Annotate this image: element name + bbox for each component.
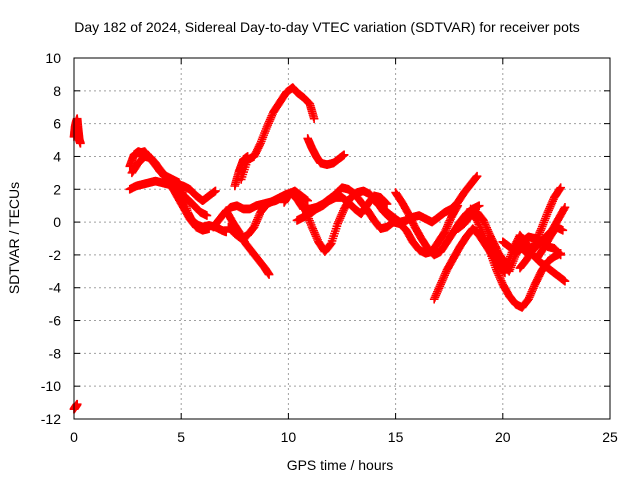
x-tick-label: 25 bbox=[602, 429, 618, 445]
y-tick-label: 0 bbox=[53, 214, 61, 230]
x-tick-label: 10 bbox=[281, 429, 297, 445]
plot-frame bbox=[73, 57, 611, 420]
y-axis-title: SDTVAR / TECUs bbox=[6, 182, 22, 294]
tick-layer: 0 5 10 15 20 25 -12 -10 -8 -6 -4 -2 0 2 4 6 8 10 bbox=[41, 50, 618, 445]
series-arc-11 bbox=[303, 134, 349, 169]
data-point-interpolated bbox=[471, 172, 481, 182]
data-point bbox=[76, 139, 85, 148]
x-tick-label: 15 bbox=[388, 429, 404, 445]
y-tick-label: 10 bbox=[45, 50, 61, 66]
data-point bbox=[560, 203, 570, 212]
data-point bbox=[202, 211, 212, 220]
data-point-interpolated bbox=[381, 198, 391, 208]
data-point bbox=[303, 196, 312, 206]
data-layer bbox=[69, 83, 570, 414]
series-arc-10 bbox=[230, 152, 252, 191]
data-point bbox=[558, 225, 568, 235]
data-point-interpolated bbox=[559, 204, 569, 214]
x-tick-label: 0 bbox=[70, 429, 78, 445]
y-tick-label: 6 bbox=[53, 116, 61, 132]
chart-title: Day 182 of 2024, Sidereal Day-to-day VTE… bbox=[74, 19, 580, 35]
data-point-interpolated bbox=[555, 184, 565, 194]
series-arc-2 bbox=[69, 399, 82, 414]
series-arc-9 bbox=[236, 83, 319, 184]
y-tick-label: 2 bbox=[53, 181, 61, 197]
data-point bbox=[339, 150, 349, 160]
y-tick-label: -12 bbox=[41, 411, 61, 427]
data-point bbox=[556, 248, 565, 258]
series-arc-1 bbox=[69, 114, 85, 148]
data-point bbox=[472, 171, 482, 181]
data-point bbox=[382, 199, 392, 209]
y-tick-label: -2 bbox=[49, 247, 62, 263]
y-tick-label: -8 bbox=[49, 345, 62, 361]
series-arc-6 bbox=[134, 147, 220, 206]
data-point bbox=[243, 152, 252, 161]
y-tick-label: -4 bbox=[49, 280, 62, 296]
y-tick-label: 4 bbox=[53, 148, 61, 164]
x-axis-title: GPS time / hours bbox=[287, 457, 394, 473]
x-tick-label: 20 bbox=[495, 429, 511, 445]
series-arc-19 bbox=[466, 204, 565, 312]
data-point bbox=[264, 270, 274, 279]
grid-layer bbox=[74, 58, 610, 419]
data-point bbox=[211, 186, 220, 196]
data-point bbox=[309, 114, 319, 124]
y-tick-label: -10 bbox=[41, 378, 61, 394]
y-tick-label: 8 bbox=[53, 83, 61, 99]
data-point bbox=[474, 201, 484, 210]
y-tick-label: -6 bbox=[49, 313, 62, 329]
series-arc-23 bbox=[532, 222, 568, 263]
x-tick-label: 5 bbox=[177, 429, 185, 445]
data-point bbox=[72, 399, 82, 409]
series-arc-16 bbox=[391, 188, 484, 260]
data-point bbox=[560, 276, 570, 286]
data-point bbox=[556, 183, 565, 192]
